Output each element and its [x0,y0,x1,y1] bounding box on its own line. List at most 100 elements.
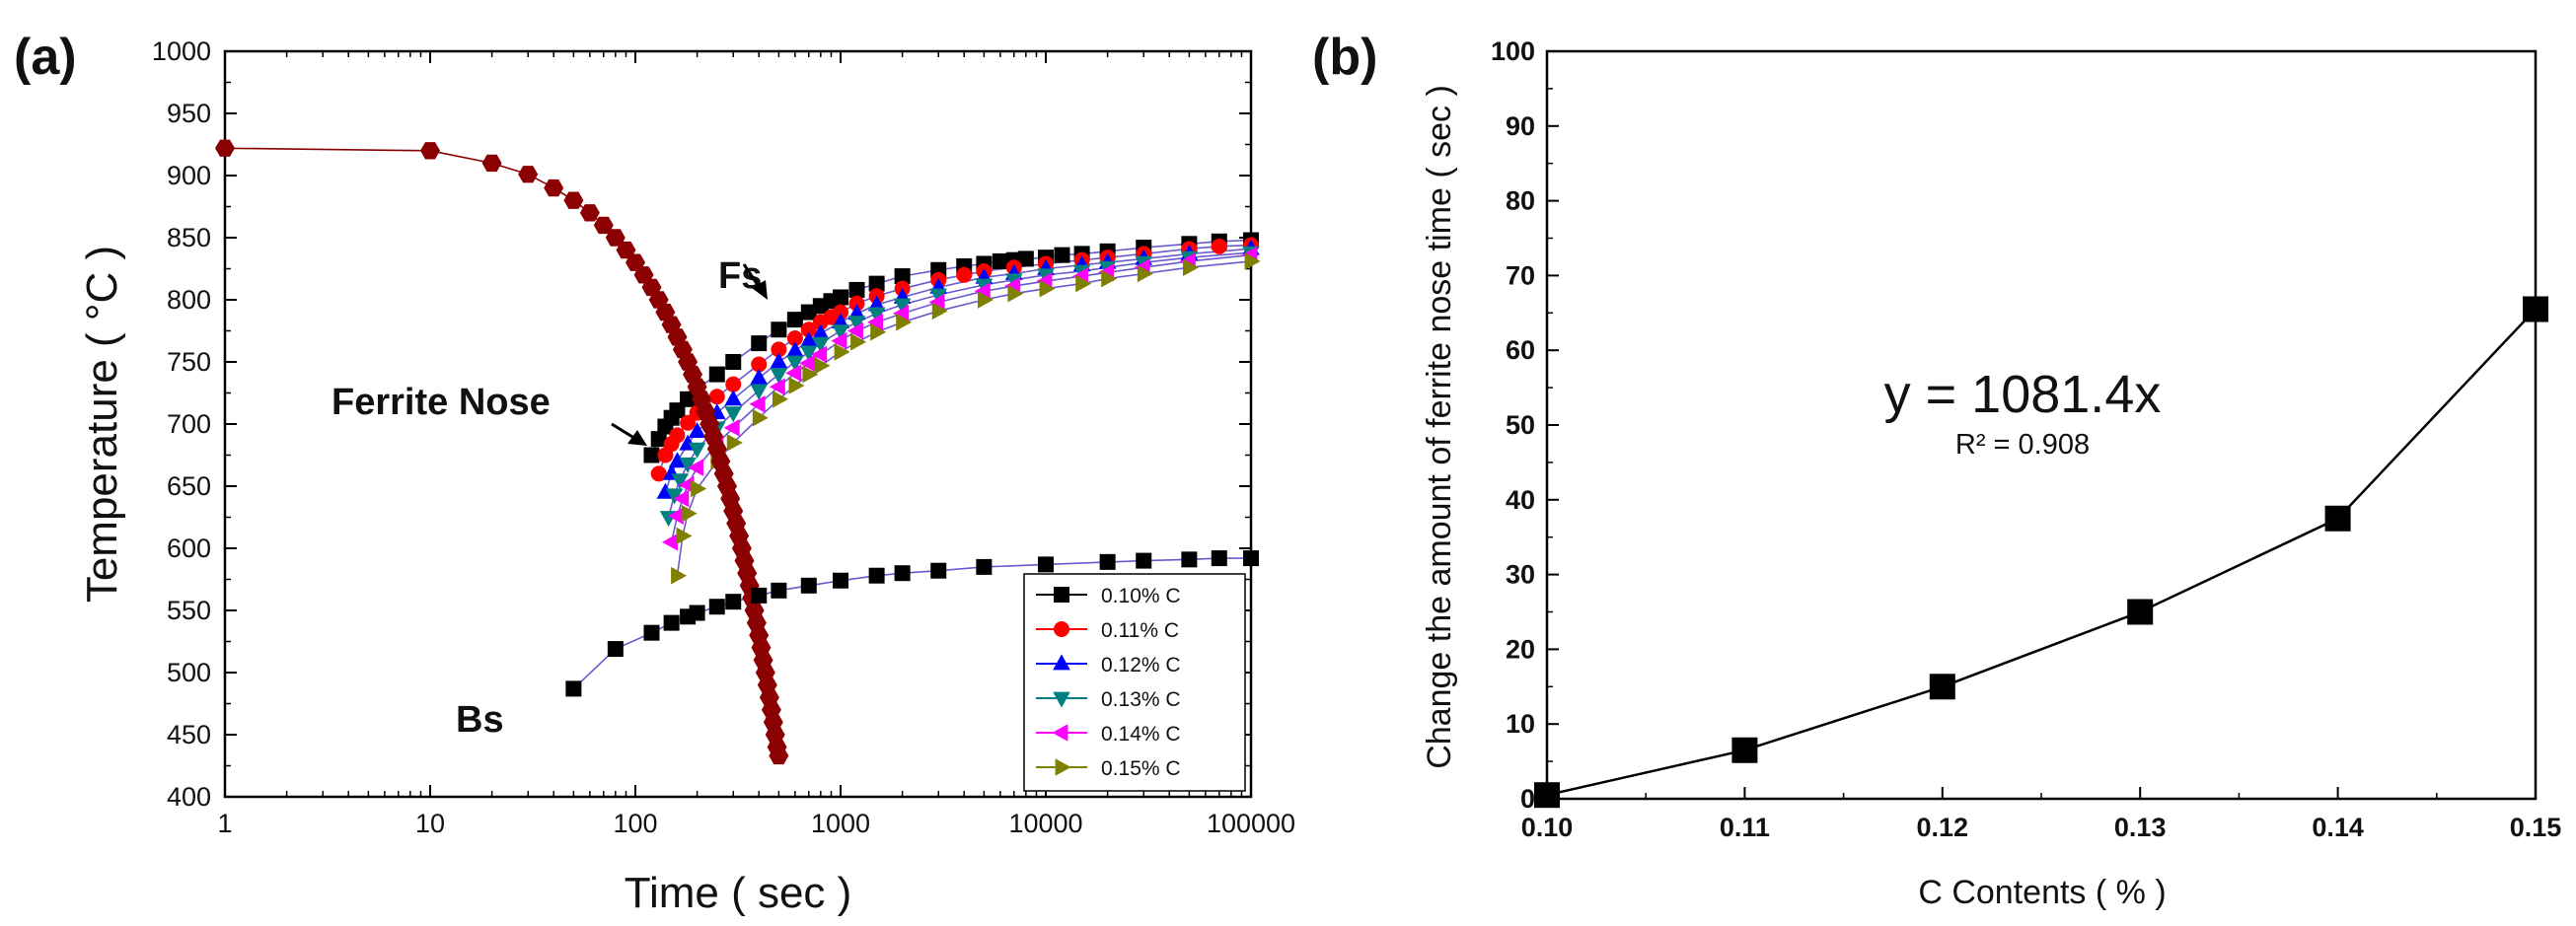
data-point-b [1929,674,1955,700]
y-tick-label: 80 [1506,186,1535,216]
panel-label-b: (b) [1312,29,1377,86]
data-point-series-4 [688,459,703,476]
data-point-series-1 [800,321,817,338]
data-point-series-5 [931,302,948,321]
data-point-series-4 [678,475,695,494]
y-tick-label: 800 [167,285,211,315]
data-point-series-5 [1075,274,1092,293]
data-point-series-3 [800,345,818,362]
plot-a-ylabel: Temperature ( °C ) [78,246,126,603]
data-point-series-2 [750,368,768,385]
data-point-series-2 [867,295,886,312]
data-point-series-5 [802,365,819,384]
data-point-series-6 [563,191,584,209]
data-point-series-6 [481,154,502,173]
y-tick-label: 60 [1506,335,1535,365]
legend-label: 0.11% C [1101,619,1179,642]
data-point-series-5 [1101,269,1118,288]
data-point-series-1 [833,304,848,321]
data-point-series-3 [832,324,849,341]
data-point-series-5 [676,527,693,545]
data-point-series-5 [1183,258,1199,276]
data-point-series-3 [929,288,947,305]
data-point-series-6 [518,166,539,183]
data-point-series-7 [708,599,725,615]
y-tick-label: 450 [167,720,211,749]
data-point-series-1 [725,376,742,392]
data-point-series-5 [850,333,867,351]
x-tick-label: 1 [217,809,232,838]
data-point-series-7 [643,624,660,641]
data-point-series-7 [976,558,993,575]
data-point-series-2 [724,390,742,406]
panel-label-a: (a) [14,29,77,86]
data-point-series-7 [1211,550,1227,567]
legend-label: 0.13% C [1101,688,1181,711]
data-point-series-5 [1244,252,1261,270]
data-point-series-4 [723,419,740,437]
data-point-series-7 [689,605,705,621]
legend-marker [1054,587,1069,603]
data-point-series-7 [663,614,680,631]
data-point-series-4 [893,305,909,322]
legend-label: 0.10% C [1101,585,1181,607]
data-point-series-0 [894,268,911,285]
x-tick-label: 10 [415,809,445,838]
data-point-series-7 [725,594,742,610]
data-point-series-3 [770,368,788,385]
legend-label: 0.14% C [1101,723,1181,746]
y-tick-label: 600 [167,534,211,563]
data-point-series-6 [420,142,440,160]
data-point-series-5 [1007,284,1024,303]
legend-label: 0.15% C [1101,757,1181,780]
plot-a-xlabel: Time ( sec ) [625,869,852,917]
data-point-series-5 [814,357,831,375]
plot-b-xlabel: C Contents ( % ) [1918,874,2166,911]
data-point-series-7 [833,572,848,589]
data-point-series-1 [669,427,686,444]
x-tick-label: 1000 [811,809,870,838]
data-point-series-7 [1099,553,1116,570]
y-tick-label: 70 [1506,260,1535,290]
data-point-series-1 [680,414,697,431]
data-point-series-4 [749,395,766,413]
data-point-series-3 [786,355,804,372]
y-tick-label: 1000 [152,36,211,66]
y-tick-label: 40 [1506,485,1535,515]
plot-b-frame [1545,49,2538,801]
regression-equation: y = 1081.4x [1884,365,2162,424]
data-point-series-7 [1038,556,1054,573]
data-point-series-2 [770,352,788,369]
plot-a-marks [215,139,1261,765]
data-point-series-5 [691,479,707,498]
data-point-series-1 [848,295,865,312]
data-point-series-0 [868,275,885,292]
y-tick-label: 500 [167,658,211,687]
data-point-series-5 [726,434,743,452]
data-point-series-3 [750,384,768,400]
data-point-series-3 [688,442,706,459]
data-point-series-0 [786,312,803,328]
data-point-b [1534,782,1560,809]
data-point-series-5 [788,377,805,394]
data-point-series-3 [893,298,912,315]
data-point-series-4 [799,354,816,373]
data-point-series-1 [708,389,725,405]
data-point-series-0 [1017,250,1034,267]
data-point-series-5 [978,291,994,309]
data-point-series-4 [846,321,863,340]
data-point-series-5 [681,504,698,523]
data-point-series-7 [1243,550,1259,567]
data-point-series-2 [800,331,818,347]
data-point-series-4 [974,282,991,300]
data-point-series-0 [833,289,848,306]
y-tick-label: 900 [167,161,211,190]
data-point-series-7 [607,641,624,658]
plot-b-ticks: 0.10 0.11 0.12 0.13 0.14 0.15 0 10 20 30 40 50 60 70 8… [1491,36,2561,842]
data-point-series-4 [811,345,828,364]
legend-label: 0.12% C [1101,654,1181,677]
y-tick-label: 950 [167,99,211,128]
data-point-series-4 [769,378,785,395]
data-point-series-7 [751,587,768,604]
data-point-series-0 [751,335,768,352]
